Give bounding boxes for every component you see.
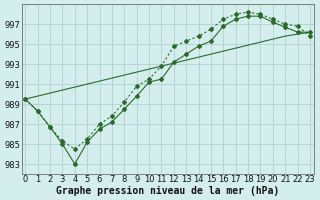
X-axis label: Graphe pression niveau de la mer (hPa): Graphe pression niveau de la mer (hPa) — [56, 186, 279, 196]
